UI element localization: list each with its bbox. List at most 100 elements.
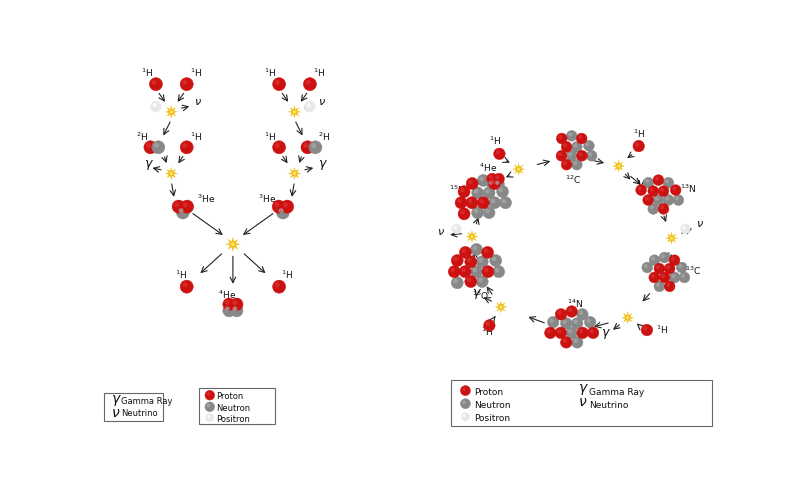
Circle shape (673, 195, 684, 206)
FancyBboxPatch shape (104, 393, 163, 421)
Text: $^3$He: $^3$He (258, 192, 276, 205)
Circle shape (454, 227, 457, 230)
Circle shape (479, 177, 484, 182)
Polygon shape (288, 106, 302, 120)
Text: $\gamma$: $\gamma$ (143, 157, 154, 171)
Circle shape (659, 253, 670, 263)
Circle shape (462, 249, 466, 254)
Circle shape (274, 283, 280, 287)
Text: Neutrino: Neutrino (590, 400, 629, 409)
Circle shape (182, 144, 187, 149)
Circle shape (642, 263, 653, 273)
Circle shape (656, 266, 660, 270)
Circle shape (574, 144, 578, 148)
Circle shape (490, 180, 495, 185)
Circle shape (665, 180, 669, 184)
Circle shape (566, 306, 578, 318)
Circle shape (563, 162, 567, 166)
Circle shape (462, 413, 470, 421)
Circle shape (649, 255, 660, 266)
Circle shape (482, 266, 494, 278)
Circle shape (470, 244, 482, 256)
Circle shape (484, 249, 488, 254)
Circle shape (452, 225, 461, 234)
Circle shape (146, 144, 151, 149)
Polygon shape (288, 167, 302, 181)
Circle shape (571, 337, 583, 348)
Circle shape (656, 283, 660, 287)
Circle shape (474, 209, 478, 214)
Circle shape (499, 197, 511, 209)
Text: Proton: Proton (216, 392, 243, 401)
Circle shape (645, 180, 649, 184)
Circle shape (206, 414, 214, 422)
Text: $^2$H: $^2$H (318, 130, 330, 142)
Circle shape (152, 141, 165, 154)
Circle shape (586, 143, 590, 147)
Circle shape (273, 141, 286, 154)
Circle shape (663, 195, 674, 206)
Circle shape (561, 160, 572, 171)
Circle shape (459, 247, 471, 259)
Circle shape (654, 281, 665, 292)
Circle shape (666, 266, 670, 270)
Circle shape (566, 131, 577, 142)
Circle shape (633, 141, 645, 152)
Text: Gamma Ray: Gamma Ray (122, 396, 173, 405)
Circle shape (174, 203, 179, 208)
Circle shape (303, 144, 308, 149)
Circle shape (568, 330, 572, 334)
FancyBboxPatch shape (451, 380, 712, 426)
Circle shape (230, 298, 243, 311)
Circle shape (494, 180, 505, 191)
Circle shape (306, 104, 310, 108)
Circle shape (658, 186, 669, 197)
Circle shape (301, 141, 314, 154)
Circle shape (465, 256, 477, 268)
Polygon shape (165, 106, 178, 120)
Circle shape (568, 153, 572, 157)
Circle shape (561, 318, 572, 330)
Circle shape (650, 274, 655, 278)
Circle shape (489, 182, 493, 185)
Circle shape (494, 149, 505, 160)
Circle shape (502, 199, 506, 204)
Text: $^1$H: $^1$H (481, 325, 493, 338)
Circle shape (478, 175, 490, 187)
Circle shape (653, 195, 664, 206)
Circle shape (574, 162, 578, 166)
Circle shape (670, 237, 673, 240)
Circle shape (486, 322, 490, 326)
Circle shape (660, 188, 664, 192)
Polygon shape (612, 160, 626, 173)
Text: $^{13}$N: $^{13}$N (680, 182, 696, 195)
Circle shape (460, 211, 465, 215)
Circle shape (180, 78, 194, 91)
Circle shape (176, 207, 190, 220)
Circle shape (172, 201, 185, 214)
Circle shape (472, 187, 484, 199)
Circle shape (182, 283, 187, 287)
Circle shape (483, 320, 495, 332)
Circle shape (182, 203, 188, 208)
Circle shape (638, 187, 642, 191)
Circle shape (467, 278, 471, 283)
Circle shape (666, 283, 670, 287)
Circle shape (462, 388, 466, 391)
Circle shape (678, 264, 682, 269)
Circle shape (547, 317, 559, 328)
Circle shape (586, 318, 590, 323)
Circle shape (170, 173, 173, 176)
Text: Neutron: Neutron (474, 400, 510, 409)
Circle shape (643, 178, 654, 189)
Circle shape (311, 144, 316, 149)
Circle shape (489, 178, 501, 190)
Text: $\nu$: $\nu$ (578, 394, 587, 408)
Text: $^4$He: $^4$He (218, 288, 236, 301)
Circle shape (485, 190, 490, 194)
Circle shape (588, 153, 592, 157)
Circle shape (486, 180, 498, 191)
Text: $\gamma$: $\gamma$ (111, 393, 122, 408)
Text: $^{14}$N: $^{14}$N (567, 298, 584, 310)
Circle shape (293, 173, 296, 176)
